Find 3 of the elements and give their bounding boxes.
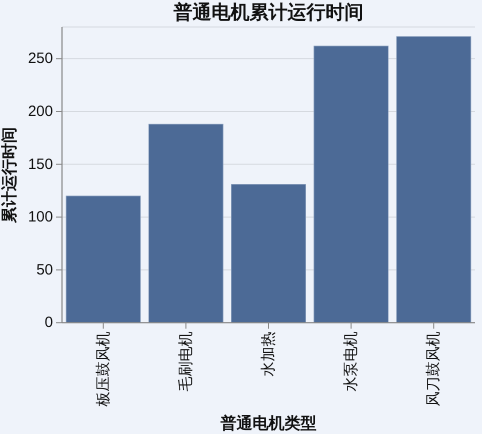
title: 普通电机累计运行时间 bbox=[174, 2, 364, 24]
ylabel: 累计运行时间 bbox=[2, 126, 18, 223]
xlabel: 普通电机类型 bbox=[220, 416, 316, 432]
